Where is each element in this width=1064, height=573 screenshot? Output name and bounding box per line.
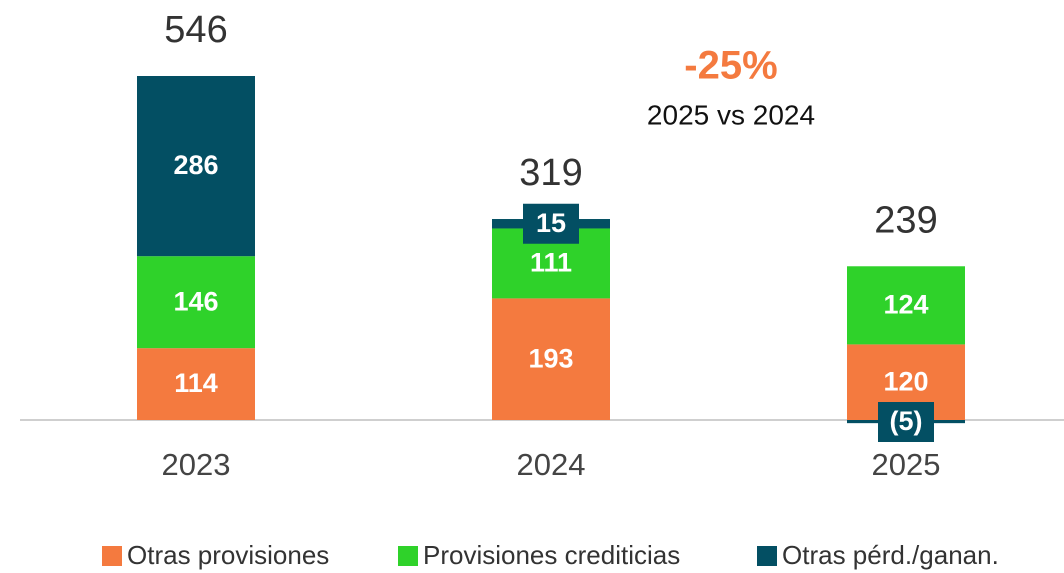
segment-label: 286 <box>173 150 218 180</box>
annotation-text: 2025 vs 2024 <box>647 99 815 130</box>
annotation-value: -25% <box>684 44 777 88</box>
label-box <box>523 203 579 244</box>
legend-swatch <box>757 546 777 566</box>
bar-segment <box>492 298 610 420</box>
bar-segment <box>847 266 965 345</box>
legend-swatch <box>102 546 122 566</box>
legend-label: Provisiones crediticias <box>423 540 680 570</box>
x-tick-label: 2023 <box>162 447 231 482</box>
total-label: 319 <box>519 152 582 194</box>
bar-segment <box>137 256 255 349</box>
segment-label: 124 <box>883 289 928 319</box>
bar-segment <box>137 76 255 257</box>
total-label: 239 <box>874 199 937 241</box>
segment-label: 15 <box>536 208 566 238</box>
segment-label: 120 <box>883 366 928 396</box>
segment-label: 146 <box>173 286 218 316</box>
total-label: 546 <box>164 9 227 51</box>
x-tick-label: 2024 <box>517 447 586 482</box>
segment-label: (5) <box>890 406 923 436</box>
segment-label: 193 <box>528 343 573 373</box>
legend-swatch <box>398 546 418 566</box>
segment-label: 114 <box>174 368 218 398</box>
x-tick-label: 2025 <box>872 447 941 482</box>
bar-segment <box>137 348 255 420</box>
label-box <box>878 402 934 442</box>
legend-label: Otras pérd./ganan. <box>782 540 999 570</box>
segment-label: 111 <box>530 248 572 278</box>
legend-label: Otras provisiones <box>127 540 329 570</box>
